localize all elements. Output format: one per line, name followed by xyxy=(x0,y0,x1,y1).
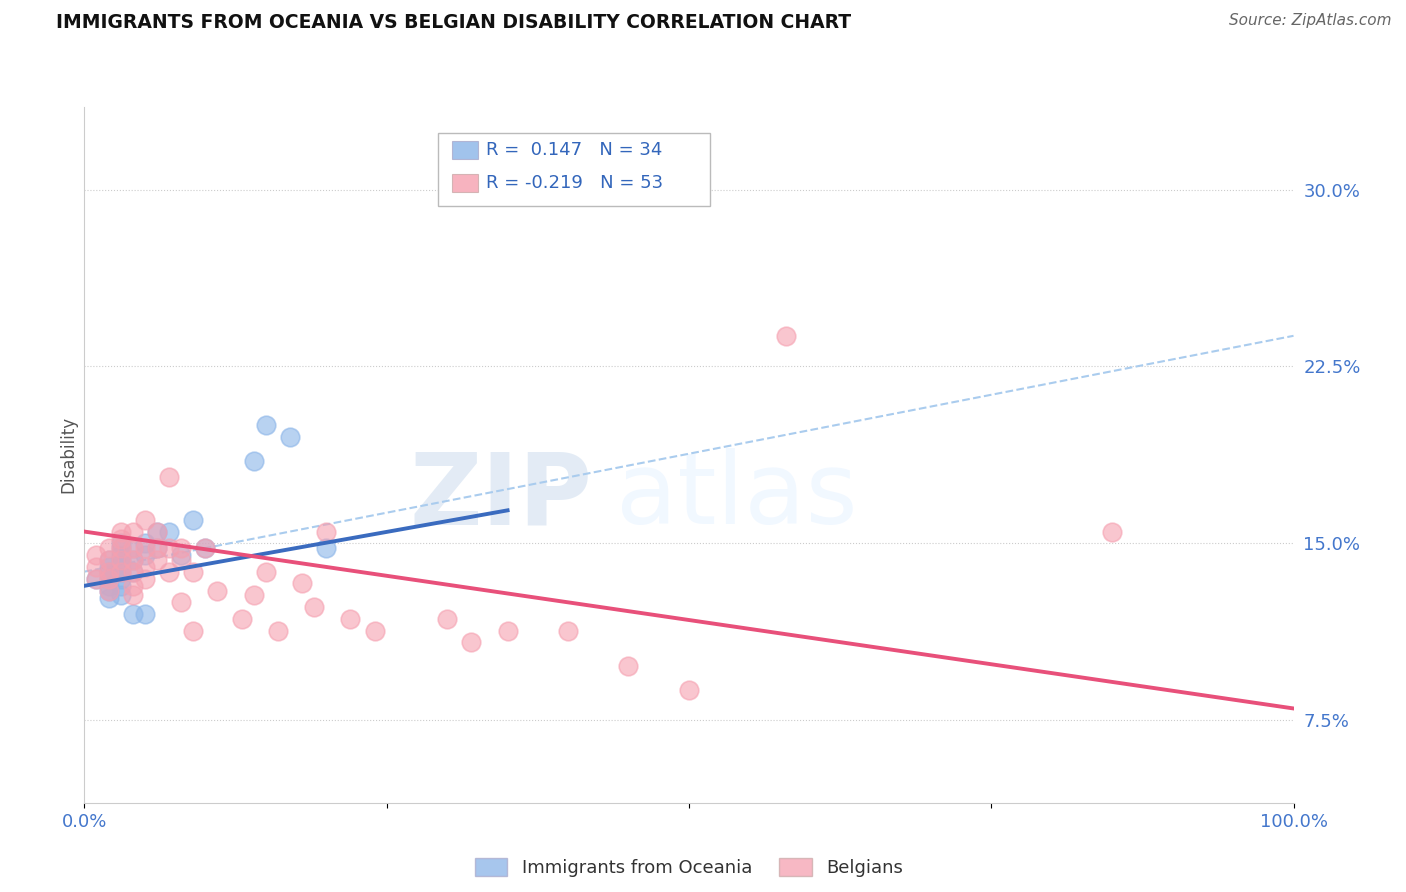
Point xyxy=(97,553,120,567)
Point xyxy=(194,541,217,555)
Point xyxy=(134,607,156,621)
Point xyxy=(291,576,314,591)
Point xyxy=(617,659,640,673)
Point xyxy=(278,430,301,444)
Point xyxy=(86,560,108,574)
Point xyxy=(121,553,143,567)
Point xyxy=(170,548,193,562)
Point xyxy=(157,541,180,555)
Point xyxy=(436,612,458,626)
Point xyxy=(207,583,229,598)
Text: R = -0.219   N = 53: R = -0.219 N = 53 xyxy=(486,174,664,192)
Point xyxy=(110,524,132,539)
Point xyxy=(134,541,156,555)
Point xyxy=(267,624,290,638)
Point xyxy=(97,572,120,586)
Point xyxy=(194,541,217,555)
Point xyxy=(557,624,579,638)
Point xyxy=(121,565,143,579)
Point xyxy=(775,328,797,343)
Point xyxy=(97,583,120,598)
Point xyxy=(134,536,156,550)
Point xyxy=(86,548,108,562)
Point xyxy=(121,524,143,539)
Y-axis label: Disability: Disability xyxy=(59,417,77,493)
Point xyxy=(110,572,132,586)
Point xyxy=(97,565,120,579)
Point xyxy=(181,624,204,638)
Point xyxy=(134,513,156,527)
Point xyxy=(1101,524,1123,539)
Point xyxy=(134,572,156,586)
Text: R =  0.147   N = 34: R = 0.147 N = 34 xyxy=(486,141,662,160)
Point xyxy=(121,541,143,555)
Point xyxy=(110,548,132,562)
Point xyxy=(110,536,132,550)
Point xyxy=(121,565,143,579)
Point xyxy=(86,572,108,586)
Point xyxy=(170,541,193,555)
Point xyxy=(110,532,132,546)
Point xyxy=(121,579,143,593)
Point xyxy=(170,595,193,609)
Point xyxy=(97,541,120,555)
Point xyxy=(302,600,325,615)
Point xyxy=(110,565,132,579)
Point xyxy=(460,635,482,649)
Point xyxy=(110,553,132,567)
Point xyxy=(86,572,108,586)
Point xyxy=(157,565,180,579)
Point xyxy=(121,588,143,602)
Point xyxy=(157,470,180,484)
Point xyxy=(678,682,700,697)
Point xyxy=(315,524,337,539)
Point xyxy=(97,583,120,598)
Point xyxy=(146,541,169,555)
Point xyxy=(110,541,132,555)
Text: Source: ZipAtlas.com: Source: ZipAtlas.com xyxy=(1229,13,1392,29)
Point xyxy=(242,454,264,468)
Point xyxy=(157,524,180,539)
Point xyxy=(254,565,277,579)
Point xyxy=(339,612,361,626)
Text: atlas: atlas xyxy=(616,448,858,545)
Point xyxy=(363,624,385,638)
Point xyxy=(110,588,132,602)
Point xyxy=(170,553,193,567)
Point xyxy=(121,553,143,567)
Point xyxy=(496,624,519,638)
Point xyxy=(231,612,253,626)
Point xyxy=(146,524,169,539)
Point xyxy=(146,524,169,539)
Point xyxy=(110,579,132,593)
Point xyxy=(181,513,204,527)
Point xyxy=(110,541,132,555)
Point xyxy=(146,541,169,555)
Point xyxy=(97,579,120,593)
Point xyxy=(181,565,204,579)
Point xyxy=(97,560,120,574)
Point xyxy=(315,541,337,555)
Point xyxy=(110,553,132,567)
Point xyxy=(121,607,143,621)
Point xyxy=(121,541,143,555)
Point xyxy=(97,553,120,567)
Point xyxy=(97,572,120,586)
Point xyxy=(134,560,156,574)
Legend: Immigrants from Oceania, Belgians: Immigrants from Oceania, Belgians xyxy=(468,850,910,884)
Point xyxy=(110,560,132,574)
Point xyxy=(97,565,120,579)
Text: IMMIGRANTS FROM OCEANIA VS BELGIAN DISABILITY CORRELATION CHART: IMMIGRANTS FROM OCEANIA VS BELGIAN DISAB… xyxy=(56,13,852,32)
Point xyxy=(146,553,169,567)
Point xyxy=(110,565,132,579)
Point xyxy=(97,591,120,605)
Point xyxy=(254,418,277,433)
Text: ZIP: ZIP xyxy=(409,448,592,545)
Point xyxy=(134,548,156,562)
Point xyxy=(242,588,264,602)
